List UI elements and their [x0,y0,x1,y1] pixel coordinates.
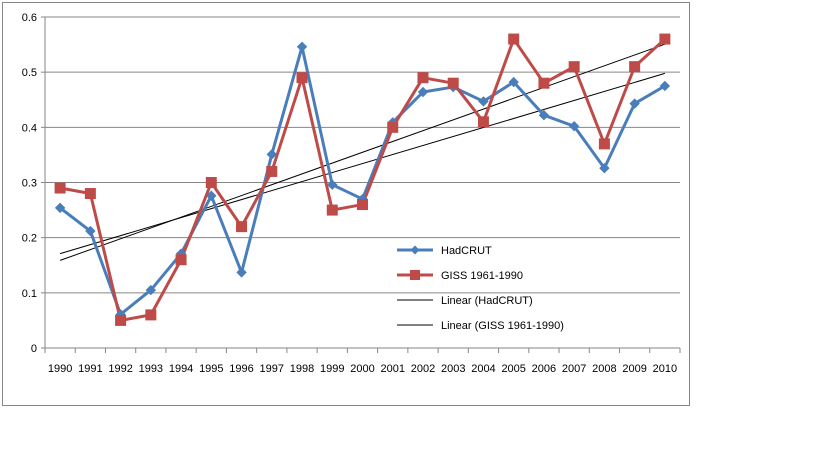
point-1-2008 [598,138,610,150]
point-1-1999 [326,204,338,216]
point-0-1996 [236,267,247,278]
x-tick-label-2008: 2008 [592,363,616,375]
point-0-1997 [266,149,277,160]
point-1-2001 [387,121,399,133]
point-1-1997 [266,165,278,177]
point-1-2010 [659,33,671,45]
legend: HadCRUT GISS 1961-1990 Linear (HadCRUT) Lin… [397,245,564,332]
y-tick-label-6: 0.6 [22,12,37,24]
gridlines [45,16,680,294]
x-tick-label-1998: 1998 [290,363,314,375]
point-1-2009 [629,61,641,73]
point-0-1991 [85,225,96,237]
legend-label-1: GISS 1961-1990 [441,270,523,282]
x-tick-label-1993: 1993 [139,363,163,375]
point-1-2000 [357,199,368,211]
x-tick-label-1991: 1991 [78,363,102,375]
legend-label-0: HadCRUT [441,245,492,257]
x-tick-label-2009: 2009 [622,363,646,375]
point-0-1998 [296,41,308,52]
point-0-1995 [206,190,217,201]
point-1-2006 [538,77,550,89]
y-tick-label-1: 0.1 [22,288,37,300]
x-tick-label-2001: 2001 [380,363,404,375]
point-0-2007 [568,121,580,132]
point-0-2002 [417,86,429,98]
legend-marker-0 [410,245,420,255]
point-0-2004 [478,96,489,107]
x-tick-label-2000: 2000 [350,363,374,375]
series-lines [59,37,666,322]
legend-marker-1 [410,270,420,280]
series-line-0 [59,45,666,316]
point-1-1994 [175,254,187,266]
point-0-2005 [508,76,519,88]
point-0-2009 [629,98,640,109]
point-1-2005 [508,33,520,45]
legend-label-2: Linear (HadCRUT) [441,295,533,307]
series-line-1 [59,37,666,322]
trendlines [59,43,666,261]
axes: 0 0.1 0.2 0.3 0.4 0.5 0.6 1990 1991 1992 1993 1994 1… [22,12,681,375]
point-0-2008 [599,162,610,174]
y-tick-label-0: 0 [31,343,37,355]
x-tick-label-1990: 1990 [48,363,72,375]
point-0-2010 [659,80,671,92]
point-1-2004 [477,116,489,128]
point-1-1996 [236,221,248,233]
point-1-1995 [205,177,217,188]
point-1-2002 [417,72,429,84]
x-tick-label-1997: 1997 [260,363,284,375]
x-tick-label-2004: 2004 [471,363,495,375]
x-tick-label-2005: 2005 [501,363,525,375]
x-tick-label-1995: 1995 [199,363,223,375]
point-1-1998 [296,72,308,84]
point-1-2003 [447,77,459,89]
point-1-1992 [115,314,127,326]
x-tick-label-2002: 2002 [411,363,435,375]
y-tick-label-2: 0.2 [22,233,37,245]
y-tick-label-5: 0.5 [22,67,37,79]
legend-label-3: Linear (GISS 1961-1990) [441,320,564,332]
point-0-1990 [54,202,66,214]
y-tick-label-3: 0.3 [22,178,37,190]
x-tick-label-2010: 2010 [653,363,677,375]
x-tick-label-1992: 1992 [108,363,132,375]
point-1-1990 [54,182,66,194]
x-tick-label-1994: 1994 [169,363,193,375]
series-markers [54,33,671,326]
x-tick-label-1999: 1999 [320,363,344,375]
point-1-1991 [84,188,96,200]
point-0-1999 [327,179,338,190]
x-tick-label-2003: 2003 [441,363,465,375]
y-tick-label-4: 0.4 [22,122,37,134]
x-tick-label-2007: 2007 [562,363,586,375]
x-tick-label-1996: 1996 [229,363,253,375]
trendline-0 [59,72,666,255]
trendline-1 [59,43,666,261]
point-1-1993 [145,309,157,321]
point-0-1993 [145,284,157,296]
point-0-2006 [538,109,550,121]
x-tick-label-2006: 2006 [532,363,556,375]
point-1-2007 [568,61,580,73]
